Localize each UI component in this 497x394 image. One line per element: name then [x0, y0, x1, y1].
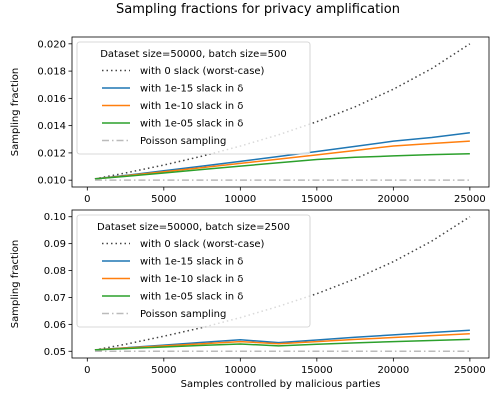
y-tick-label: 0.06 — [44, 320, 66, 331]
x-tick-label: 0 — [84, 194, 90, 205]
legend-title: Dataset size=50000, batch size=500 — [100, 49, 287, 60]
y-tick-label: 0.07 — [44, 293, 66, 304]
y-tick-label: 0.016 — [37, 94, 66, 105]
axes-frame — [71, 36, 490, 188]
y-axis-label: Sampling fraction — [10, 240, 21, 328]
legend-label-1: with 0 slack (worst-case) — [140, 239, 265, 250]
series-line-4 — [94, 152, 470, 180]
x-tick-label: 5000 — [151, 365, 176, 376]
axes-frame — [71, 209, 490, 359]
legend-label-4: with 1e-05 slack in δ — [140, 119, 243, 130]
x-tick-label: 10000 — [224, 194, 256, 205]
legend-label-4: with 1e-05 slack in δ — [140, 292, 243, 303]
y-tick-label: 0.10 — [44, 212, 66, 223]
chart-panel-1: 0 5000 10000 15000 20000 25000 0.010 0.012 0.014… — [10, 36, 490, 205]
x-tick-label: 15000 — [301, 194, 333, 205]
legend-box — [76, 41, 311, 155]
legend-label-3: with 1e-10 slack in δ — [140, 101, 243, 112]
legend-box — [76, 214, 311, 328]
legend-label-1: with 0 slack (worst-case) — [140, 66, 265, 77]
legend-title: Dataset size=50000, batch size=2500 — [97, 222, 290, 233]
x-tick-label: 25000 — [454, 365, 486, 376]
x-tick-label: 15000 — [301, 365, 333, 376]
x-axis-label: Samples controlled by malicious parties — [181, 379, 381, 390]
series-line-2 — [94, 131, 470, 180]
y-tick-label: 0.010 — [37, 176, 66, 187]
x-tick-label: 10000 — [224, 365, 256, 376]
x-tick-label: 25000 — [454, 194, 486, 205]
x-tick-label: 0 — [84, 365, 90, 376]
figure-title: Sampling fractions for privacy amplifica… — [116, 2, 400, 17]
legend-label-2: with 1e-15 slack in δ — [140, 257, 243, 268]
y-tick-label: 0.05 — [44, 347, 66, 358]
y-axis-label: Sampling fraction — [10, 68, 21, 156]
x-tick-label: 20000 — [377, 194, 409, 205]
series-line-3 — [94, 333, 470, 351]
y-tick-label: 0.012 — [37, 148, 66, 159]
series-line-4 — [94, 338, 470, 351]
y-tick-label: 0.018 — [37, 67, 66, 78]
y-tick-label: 0.020 — [37, 39, 66, 50]
legend-label-3: with 1e-10 slack in δ — [140, 274, 243, 285]
legend-label-2: with 1e-15 slack in δ — [140, 84, 243, 95]
x-tick-label: 5000 — [151, 194, 176, 205]
chart-panel-2: 0 5000 10000 15000 20000 25000 0.05 0.06 0.07 0.0… — [10, 209, 490, 390]
x-tick-label: 20000 — [377, 365, 409, 376]
series-line-3 — [94, 140, 470, 180]
legend-label-5: Poisson sampling — [140, 136, 226, 147]
y-tick-label: 0.09 — [44, 239, 66, 250]
y-tick-label: 0.014 — [37, 121, 66, 132]
legend-label-5: Poisson sampling — [140, 309, 226, 320]
y-tick-label: 0.08 — [44, 266, 66, 277]
